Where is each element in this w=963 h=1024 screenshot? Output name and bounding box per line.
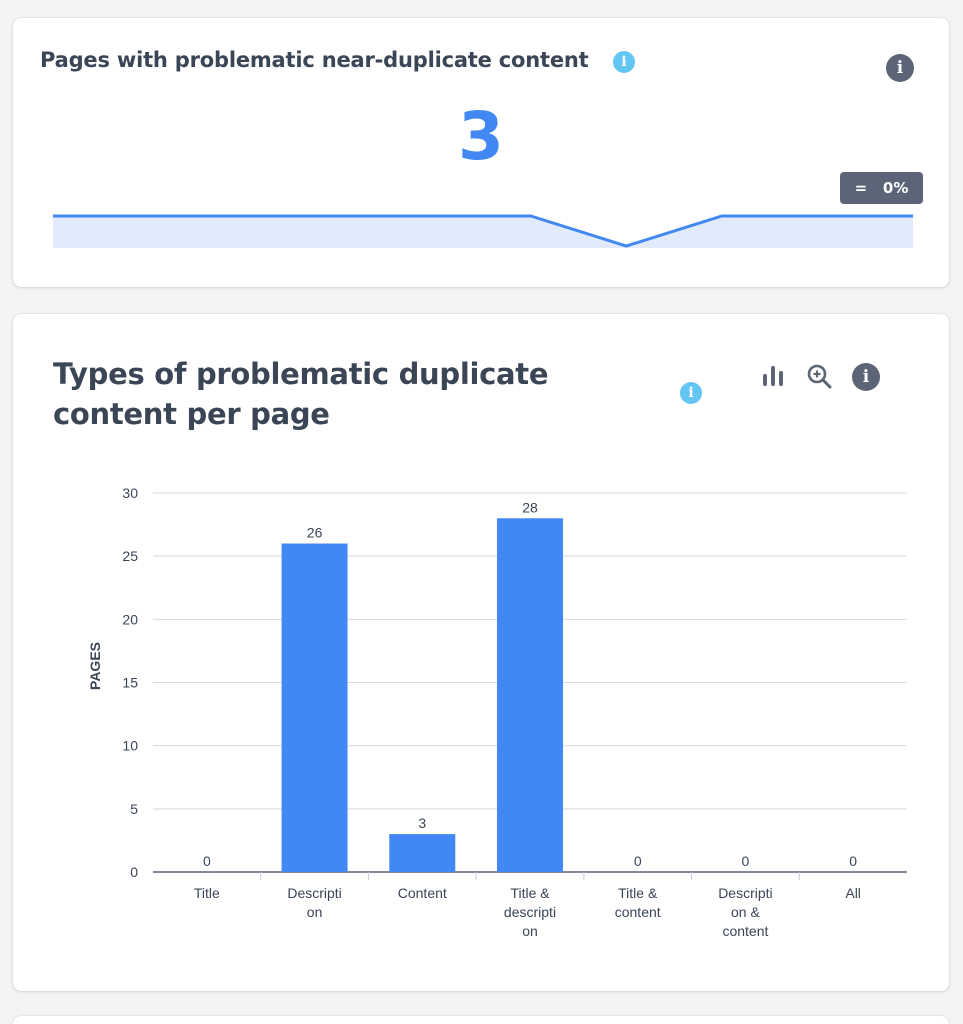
y-axis-label: PAGES (87, 642, 103, 690)
duplicate-types-card: Types of problematic duplicate content p… (13, 314, 949, 991)
data-label: 28 (522, 499, 538, 515)
data-label: 0 (849, 853, 857, 869)
sparkline-area (53, 216, 913, 248)
duplicate-types-bar-chart: 0 5 10 15 20 25 30 0 Title 26 Descripti on 3 Content 2… (87, 485, 907, 939)
data-label: 26 (307, 525, 323, 541)
near-duplicate-summary-card: Pages with problematic near-duplicate co… (13, 18, 949, 287)
x-tick-label: Content (398, 885, 447, 901)
y-tick-label: 30 (122, 485, 138, 501)
bar[interactable] (497, 518, 563, 872)
info-icon[interactable]: i (852, 363, 880, 391)
chart-card-title: Types of problematic duplicate content p… (53, 357, 549, 431)
x-tick-label: Descripti on (287, 885, 341, 920)
data-label: 0 (742, 853, 750, 869)
data-label: 3 (418, 815, 426, 831)
duplicate-pages-count: 3 (458, 98, 504, 175)
y-tick-label: 25 (122, 548, 138, 564)
bar-chart-icon[interactable] (759, 362, 787, 390)
data-label: 0 (203, 853, 211, 869)
y-tick-label: 5 (130, 801, 138, 817)
info-icon[interactable]: i (613, 51, 635, 73)
next-card (13, 1016, 949, 1024)
zoom-in-icon[interactable] (805, 362, 833, 390)
change-badge: = 0% (840, 172, 923, 204)
y-tick-label: 20 (122, 611, 138, 627)
summary-card-title: Pages with problematic near-duplicate co… (40, 48, 589, 72)
y-tick-label: 10 (122, 738, 138, 754)
trend-sparkline (53, 214, 913, 248)
info-icon[interactable]: i (886, 54, 914, 82)
data-label: 0 (634, 853, 642, 869)
x-tick-label: Title (194, 885, 220, 901)
sparkline-line (53, 214, 913, 248)
bar[interactable] (281, 543, 348, 872)
info-icon[interactable]: i (680, 382, 702, 404)
x-tick-label: Title & descripti on (504, 885, 556, 939)
x-tick-label: Title & content (615, 885, 661, 920)
bar[interactable] (389, 834, 456, 872)
y-tick-label: 0 (130, 864, 138, 880)
y-tick-label: 15 (122, 675, 138, 691)
x-tick-label: All (845, 885, 861, 901)
x-tick-label: Descripti on & content (718, 885, 772, 939)
